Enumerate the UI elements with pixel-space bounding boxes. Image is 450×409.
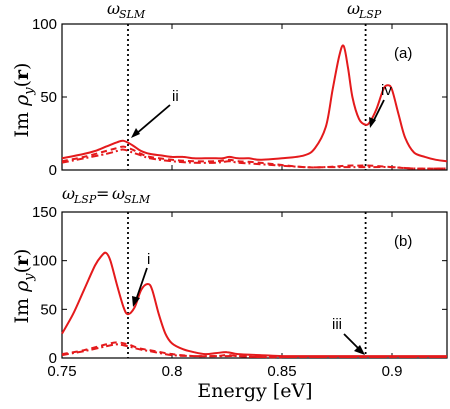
- svg-text:SLM: SLM: [119, 8, 146, 21]
- ytick-label: 0: [49, 350, 57, 367]
- panel-a-annotation-ii: ii: [131, 88, 179, 138]
- annotation-iv-label: iv: [381, 82, 392, 99]
- svg-text:ω: ω: [62, 184, 75, 203]
- series-line-dashed: [61, 341, 447, 359]
- panel-b-annotation-iii: iii: [332, 316, 365, 355]
- series-line-dashed: [61, 145, 448, 170]
- x-axis-title: Energy [eV]: [197, 380, 312, 402]
- ytick-label: 50: [40, 89, 57, 106]
- ytick-label: 0: [49, 162, 57, 179]
- ytick-label: 100: [32, 16, 57, 33]
- panel-b-ytick-labels: 0 50 100 150: [32, 204, 57, 367]
- panel-a-ylabel: Im ρy(r): [11, 63, 37, 138]
- panel-a: 0 50 100 (a) ω SLM ω LSP ii iv Im ρy(r): [11, 0, 448, 179]
- ytick-label: 100: [32, 253, 57, 270]
- annotation-iii-label: iii: [332, 316, 342, 333]
- xtick-label: 0.85: [267, 363, 296, 380]
- panel-b-vlines: [127, 212, 367, 358]
- svg-text:ω: ω: [107, 0, 120, 18]
- panel-b-frame: [61, 211, 448, 359]
- panel-a-ytick-labels: 0 50 100: [32, 16, 57, 179]
- svg-text:=: =: [96, 184, 109, 203]
- xtick-label: 0.8: [162, 363, 183, 380]
- svg-text:Im ρy(r): Im ρy(r): [11, 249, 37, 324]
- ytick-label: 50: [40, 301, 57, 318]
- series-line-solid: [61, 251, 447, 358]
- panel-b-label: (b): [394, 233, 412, 250]
- series-line-dashdot: [61, 148, 448, 170]
- ytick-label: 150: [32, 204, 57, 221]
- xtick-label: 0.75: [47, 363, 76, 380]
- panel-b-ylabel: Im ρy(r): [11, 249, 37, 324]
- panel-b-series: [61, 251, 447, 359]
- svg-text:SLM: SLM: [124, 193, 151, 206]
- panel-b-top-label: ω LSP = ω SLM: [62, 184, 151, 206]
- panel-b-xtick-labels: 0.75 0.8 0.85 0.9: [47, 363, 402, 380]
- svg-text:Im ρy(r): Im ρy(r): [11, 63, 37, 138]
- series-line-dashdot: [61, 343, 447, 359]
- svg-text:LSP: LSP: [73, 193, 97, 206]
- panel-a-top-label-slm: ω SLM: [107, 0, 146, 21]
- panel-a-annotation-iv: iv: [369, 82, 392, 128]
- series-line-solid: [61, 44, 448, 163]
- annotation-ii-label: ii: [172, 88, 179, 105]
- panel-a-vlines: [127, 24, 367, 170]
- panel-b: 0 50 100 150 0.75 0.8 0.85 0.9 (b) ω LSP = ω S…: [11, 184, 448, 402]
- svg-text:ω: ω: [347, 0, 360, 18]
- xtick-label: 0.9: [382, 363, 403, 380]
- svg-text:ω: ω: [112, 184, 125, 203]
- panel-a-top-label-lsp: ω LSP: [347, 0, 382, 21]
- panel-a-label: (a): [394, 45, 412, 62]
- panel-b-annotation-i: i: [132, 251, 150, 307]
- panel-a-series: [61, 44, 448, 170]
- svg-text:LSP: LSP: [358, 8, 382, 21]
- annotation-i-label: i: [147, 251, 150, 268]
- panel-b-ticks: [61, 211, 447, 359]
